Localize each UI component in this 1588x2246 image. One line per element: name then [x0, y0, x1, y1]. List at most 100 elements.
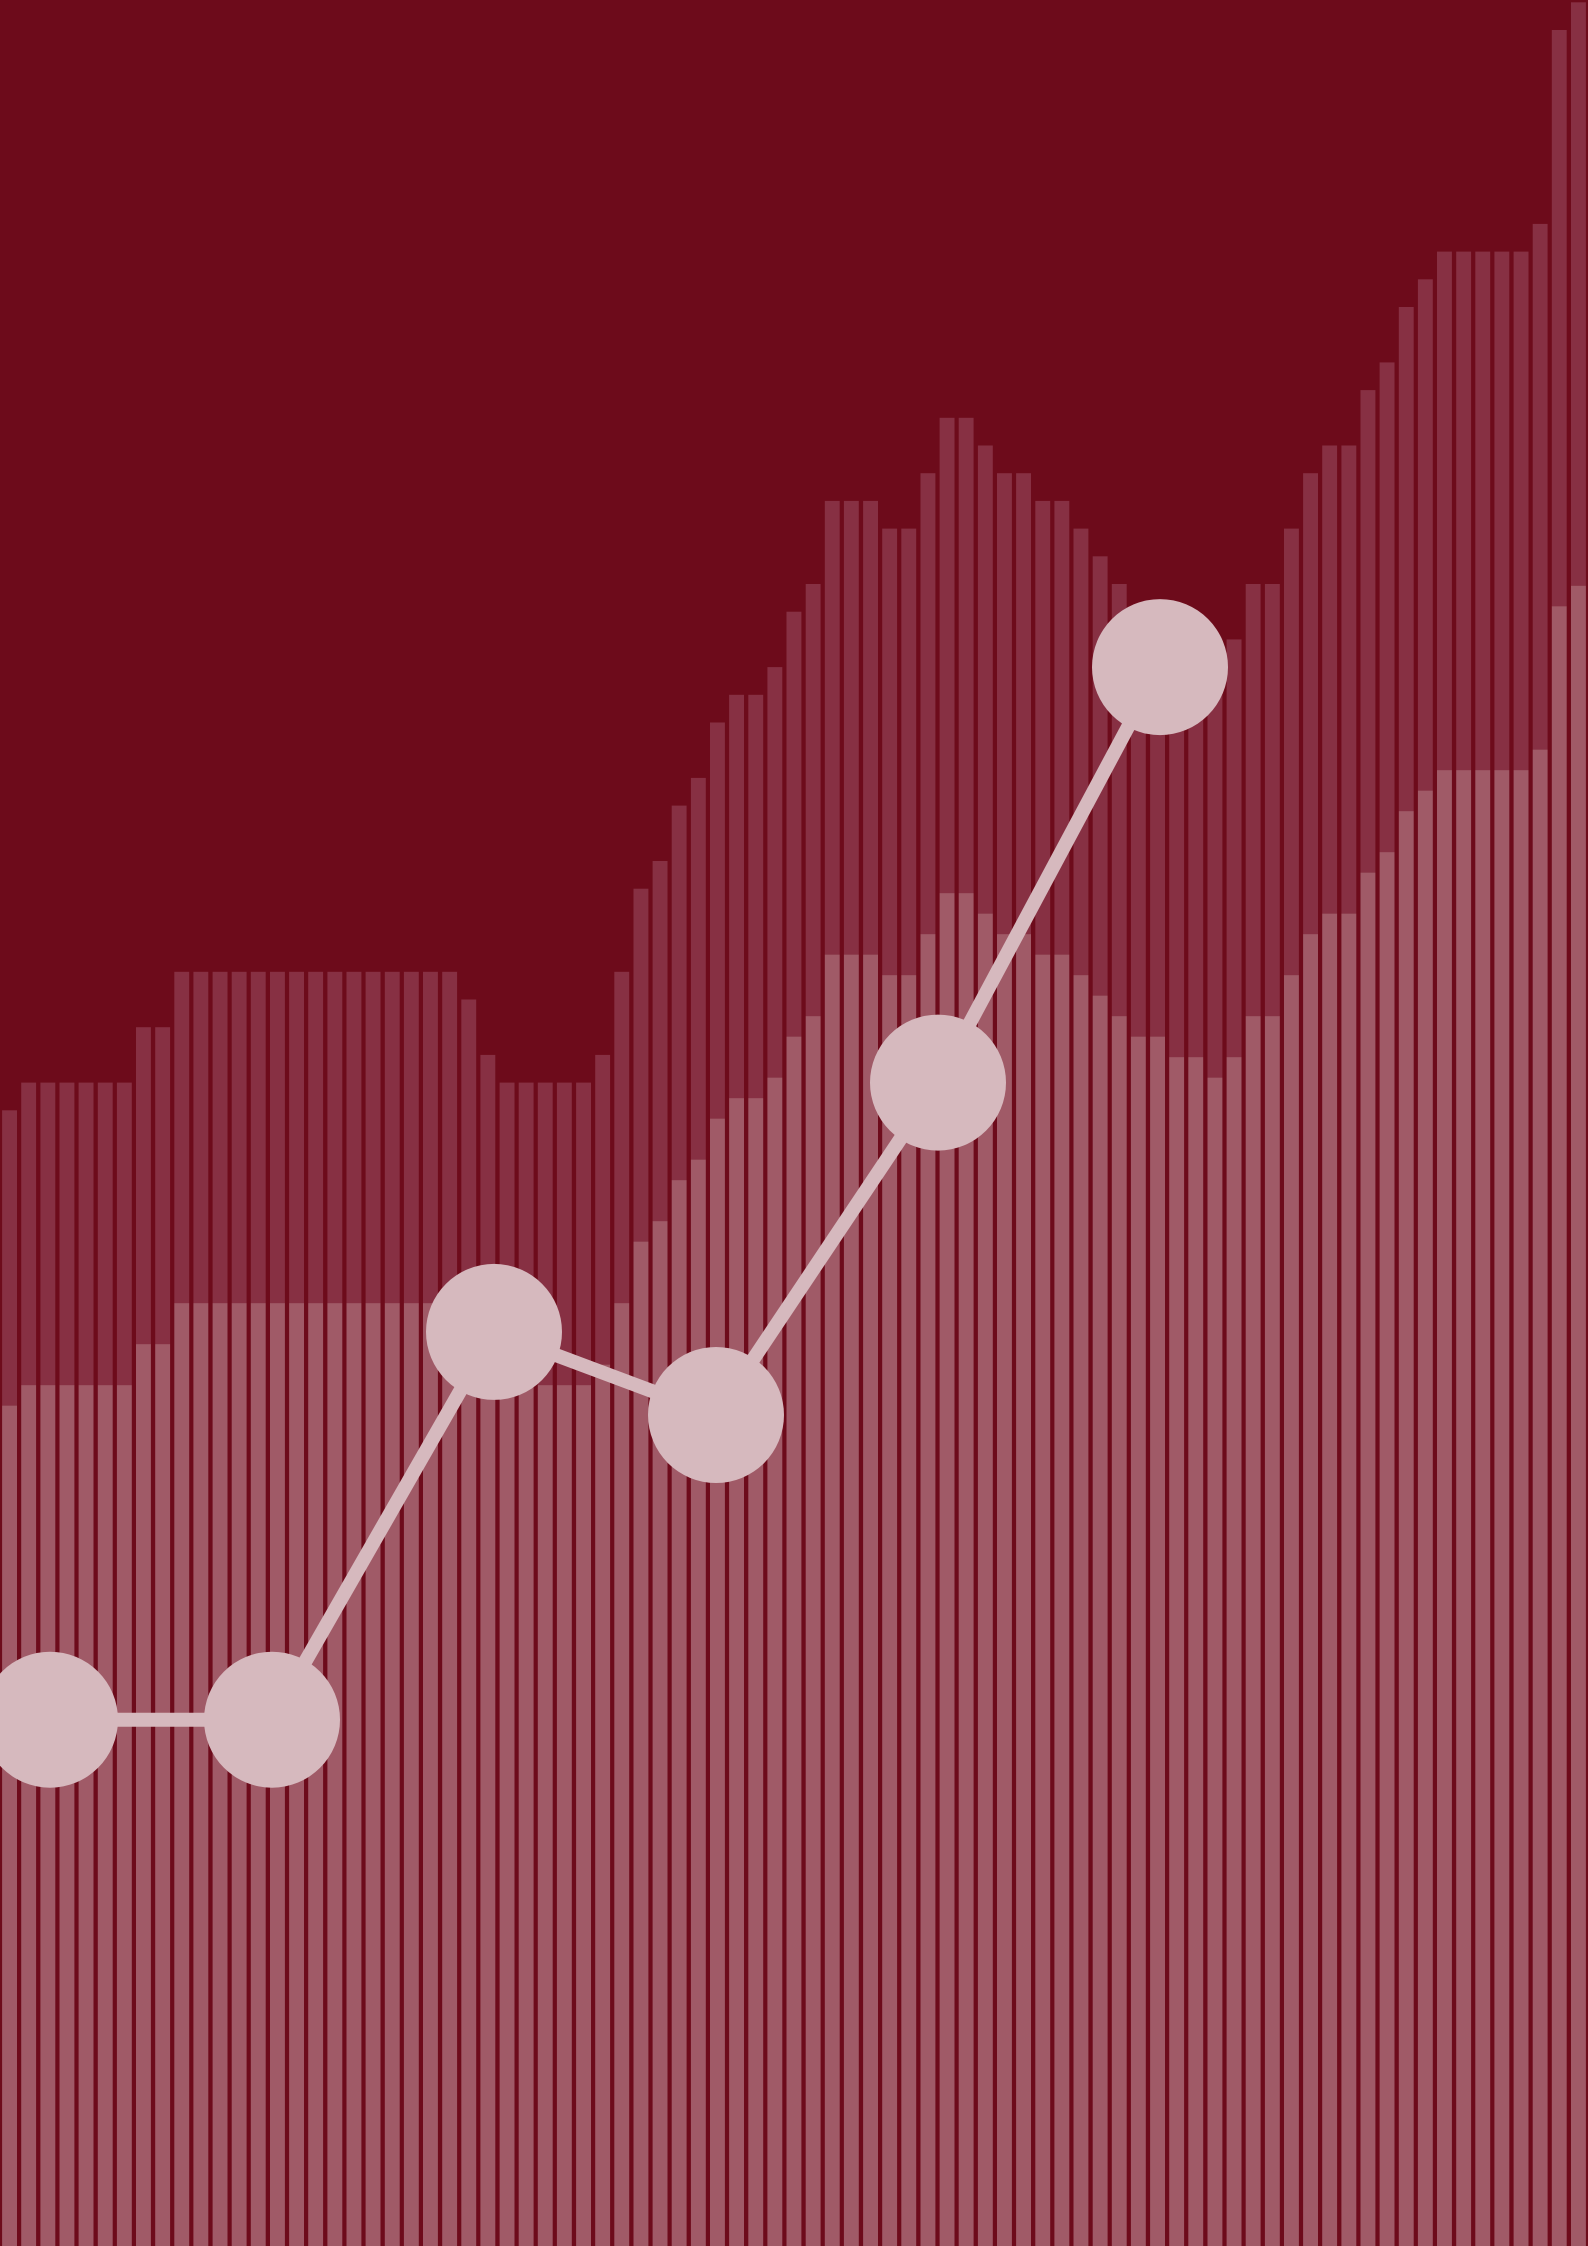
bar-upper-segment — [1494, 251, 1510, 771]
bar-lower-segment — [1150, 1036, 1165, 2246]
bar-lower-segment — [21, 1385, 37, 2246]
bar-upper-segment — [1226, 639, 1242, 1058]
bar-upper-segment — [958, 417, 974, 894]
bar-lower-segment — [116, 1385, 132, 2246]
bar-lower-segment — [786, 1036, 802, 2246]
line-segment — [931, 663, 1167, 1086]
bar-upper-segment — [1303, 473, 1318, 935]
bar-upper-segment — [863, 500, 878, 955]
line-markers — [0, 599, 1228, 1788]
bar-lower-segment — [59, 1385, 75, 2246]
bar-upper-segment — [1551, 30, 1567, 607]
bar-lower-segment — [843, 954, 859, 2246]
bar-lower-segment — [1532, 749, 1548, 2246]
bar-lower-segment — [1494, 770, 1510, 2246]
bar-lower-segment — [1322, 913, 1338, 2246]
bar-lower-segment — [155, 1344, 171, 2246]
bar-lower-segment — [710, 1118, 725, 2246]
bar-upper-segment — [289, 971, 304, 1304]
bar-lower-segment — [97, 1385, 113, 2246]
bar-lower-segment — [1111, 1016, 1127, 2246]
bar-lower-segment — [327, 1303, 343, 2246]
bar-lower-segment — [480, 1364, 496, 2246]
bar-lower-segment — [997, 934, 1012, 2246]
bar-upper-segment — [1379, 362, 1395, 853]
bar-upper-segment — [403, 971, 419, 1304]
bar-upper-segment — [671, 805, 687, 1181]
bar-lower-segment — [174, 1303, 190, 2246]
bar-lower-segment — [78, 1385, 94, 2246]
bar-lower-segment — [537, 1385, 553, 2246]
bar-upper-segment — [155, 1027, 171, 1345]
bar-upper-segment — [1188, 639, 1204, 1058]
bar-upper-segment — [1073, 528, 1089, 976]
bar-lower-segment — [1360, 872, 1376, 2246]
bar-lower-segment — [1054, 954, 1070, 2246]
bar-lower-segment — [1437, 770, 1452, 2246]
bar-lower-segment — [633, 1241, 649, 2246]
bar-upper-segment — [690, 777, 706, 1160]
bar-upper-segment — [59, 1082, 75, 1386]
bar-upper-segment — [997, 473, 1012, 935]
bar-lower-segment — [1417, 790, 1433, 2246]
bar-lower-segment — [365, 1303, 381, 2246]
bar-lower-segment — [805, 1016, 821, 2246]
bar-lower-segment — [729, 1098, 744, 2246]
bar-upper-segment — [97, 1082, 113, 1386]
line-point — [204, 1651, 340, 1788]
bar-upper-segment — [786, 611, 802, 1037]
bar-upper-segment — [882, 528, 898, 976]
bar-lower-segment — [499, 1385, 515, 2246]
bar-upper-segment — [365, 971, 381, 1304]
bar-upper-segment — [21, 1082, 37, 1386]
bar-upper-segment — [710, 722, 725, 1119]
bar-lower-segment — [2, 1405, 17, 2246]
bar-lower-segment — [518, 1385, 534, 2246]
bar-lower-segment — [614, 1303, 630, 2246]
bar-lower-segment — [1284, 975, 1299, 2246]
bar-lower-segment — [1130, 1036, 1146, 2246]
bar-upper-segment — [270, 971, 285, 1304]
bar-upper-segment — [1437, 251, 1452, 771]
bar-lower-segment — [442, 1303, 458, 2246]
bar-lower-segment — [1551, 606, 1567, 2246]
bar-upper-segment — [633, 888, 649, 1242]
bar-lower-segment — [1188, 1057, 1204, 2246]
bar-upper-segment — [652, 861, 668, 1222]
bar-lower-segment — [1264, 1016, 1280, 2246]
bar-lower-segment — [1245, 1016, 1261, 2246]
line-point — [648, 1347, 784, 1483]
bar-lower-segment — [1035, 954, 1051, 2246]
bar-lower-segment — [939, 893, 955, 2246]
bar-upper-segment — [1207, 667, 1223, 1078]
bar-lower-segment — [1092, 995, 1108, 2246]
bar-lower-segment — [1513, 770, 1529, 2246]
bar-lower-segment — [977, 913, 993, 2246]
bar-upper-segment — [939, 417, 955, 894]
bar-lower-segment — [1073, 975, 1089, 2246]
bar-lower-segment — [920, 934, 936, 2246]
bar-upper-segment — [327, 971, 343, 1304]
bar-lower-segment — [652, 1221, 668, 2246]
bar-upper-segment — [2, 1110, 17, 1406]
bar-lower-segment — [767, 1077, 783, 2246]
bar-lower-segment — [308, 1303, 324, 2246]
bar-lower-segment — [671, 1180, 687, 2246]
bar-upper-segment — [231, 971, 247, 1304]
bar-lower-segment — [1226, 1057, 1242, 2246]
bar-lower-segment — [595, 1364, 611, 2246]
bar-lower-segment — [384, 1303, 400, 2246]
bar-upper-segment — [442, 971, 458, 1304]
bar-upper-segment — [843, 500, 859, 955]
bar-upper-segment — [1456, 251, 1472, 771]
bar-upper-segment — [1341, 445, 1357, 914]
bar-upper-segment — [1322, 445, 1338, 914]
bar-lower-segment — [1016, 934, 1031, 2246]
bar-lower-segment — [1571, 585, 1586, 2246]
bar-upper-segment — [748, 694, 764, 1099]
bar-lower-segment — [1303, 934, 1318, 2246]
bar-upper-segment — [595, 1054, 611, 1365]
bar-upper-segment — [1360, 390, 1376, 873]
bar-upper-segment — [1571, 2, 1586, 586]
bar-lower-segment — [1398, 811, 1414, 2246]
